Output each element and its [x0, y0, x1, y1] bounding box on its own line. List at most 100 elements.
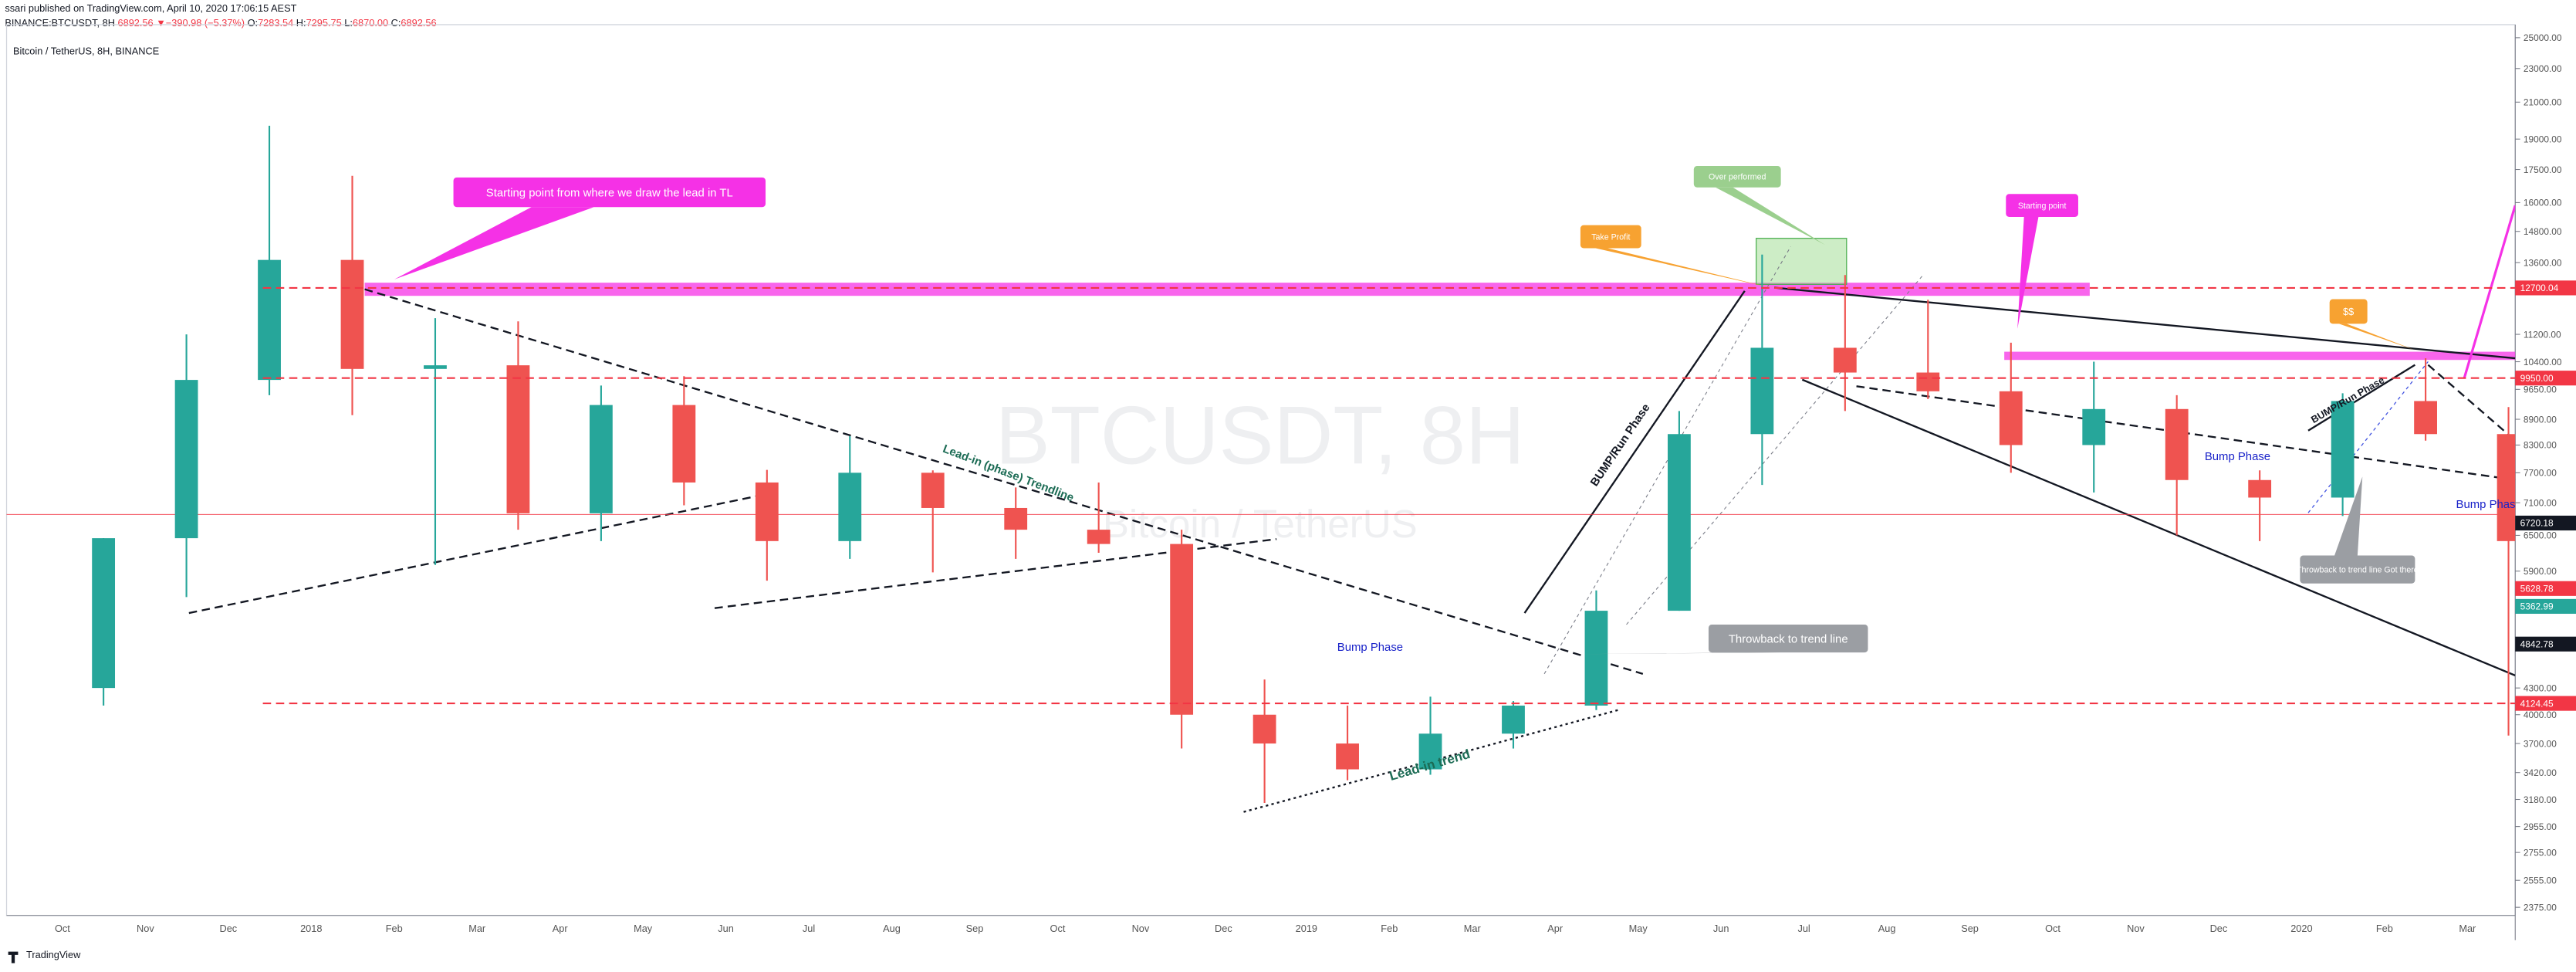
candle-body	[672, 405, 696, 483]
price-label: 9950.00	[2520, 373, 2554, 384]
callout-box	[453, 177, 766, 208]
price-label: 4842.78	[2520, 639, 2554, 650]
ohlc-label: O:	[248, 17, 258, 29]
candle-body	[2165, 408, 2189, 480]
callout-text: Starting point from where we draw the le…	[486, 187, 733, 199]
drawings	[6, 205, 2516, 813]
y-tick-label: 13600.00	[2524, 257, 2562, 268]
y-tick-label: 9650.00	[2524, 384, 2557, 395]
symbol-header: BINANCE:BTCUSDT, 8H 6892.56 ▼−390.98 (−5…	[5, 17, 436, 29]
candle-body	[2497, 434, 2516, 541]
watermark-symbol: BTCUSDT, 8H	[996, 389, 1525, 481]
x-tick-label: Dec	[2210, 923, 2228, 934]
y-tick-label: 7700.00	[2524, 468, 2557, 479]
last-price: 6892.56	[118, 17, 154, 29]
x-tick-label: May	[1629, 923, 1648, 934]
y-tick-label: 8900.00	[2524, 414, 2557, 425]
candle-body	[1750, 347, 1774, 435]
callout-text: Take Profit	[1591, 232, 1630, 242]
y-tick-label: 11200.00	[2524, 329, 2561, 340]
callout-box	[1708, 624, 1868, 653]
x-tick-label: 2018	[300, 923, 322, 934]
ohlc-label: H:	[296, 17, 306, 29]
trend-line	[714, 538, 1277, 609]
candle-body	[2331, 401, 2355, 498]
candle-body	[1336, 743, 1359, 770]
annotation-text: Bump Phase	[2456, 499, 2522, 511]
candle-body	[1668, 434, 1691, 611]
watermark-description: Bitcoin / TetherUS	[1103, 502, 1418, 546]
x-tick-label: Jun	[1713, 923, 1729, 934]
price-label-box	[2515, 280, 2576, 296]
x-tick-label: Dec	[219, 923, 237, 934]
candle-body	[1999, 391, 2023, 445]
candle-body	[2414, 401, 2437, 435]
trend-line	[1243, 709, 1619, 813]
x-tick-label: Feb	[1381, 923, 1398, 934]
x-tick-label: Sep	[966, 923, 984, 934]
callout-box	[2329, 299, 2368, 324]
price-label-box	[2515, 371, 2576, 386]
y-tick-label: 7100.00	[2524, 497, 2557, 508]
author-line: ssari published on TradingView.com, Apri…	[5, 2, 296, 14]
callout-box	[1580, 225, 1641, 249]
candle-body	[921, 472, 945, 508]
x-tick-label: Feb	[386, 923, 403, 934]
callout-text: Over performed	[1709, 173, 1766, 182]
candle-body	[1584, 611, 1608, 706]
callout-text: $$	[2343, 306, 2354, 317]
ohlc-label: C:	[391, 17, 401, 29]
channel-line	[2307, 361, 2429, 513]
trend-line	[2427, 364, 2516, 442]
y-tick-label: 21000.00	[2524, 97, 2562, 108]
resistance-zone	[2004, 351, 2516, 361]
axes: 25000.00 23000.00 21000.00 19000.00 17500.00…	[55, 32, 2576, 934]
x-tick-label: Sep	[1961, 923, 1979, 934]
ohlc-value: 7295.75	[306, 17, 342, 29]
symbol-line: BINANCE:BTCUSDT, 8H 6892.56 ▼−390.98 (−5…	[5, 17, 436, 29]
candle-body	[2082, 408, 2106, 445]
x-tick-label: Nov	[1132, 923, 1150, 934]
x-tick-label: Jun	[718, 923, 734, 934]
candle-body	[589, 405, 613, 513]
y-tick-label: 19000.00	[2524, 134, 2562, 144]
y-tick-label: 6500.00	[2524, 530, 2557, 541]
y-tick-label: 10400.00	[2524, 357, 2562, 367]
x-tick-label: Mar	[468, 923, 486, 934]
x-tick-label: Jul	[803, 923, 815, 934]
callout-pointer	[2338, 323, 2415, 351]
x-tick-label: May	[634, 923, 653, 934]
x-tick-label: Apr	[553, 923, 569, 934]
price-label-box	[2515, 581, 2576, 596]
candle-body	[838, 472, 862, 541]
y-tick-label: 14800.00	[2524, 226, 2562, 237]
callout-text: Throwback to trend line Got there	[2297, 565, 2419, 574]
footer-brand: TradingView	[26, 949, 81, 960]
price-label: 4124.45	[2520, 698, 2554, 709]
x-tick-label: Dec	[1215, 923, 1232, 934]
annotation-text: Bump Phase	[2205, 451, 2270, 463]
x-tick-label: Oct	[1050, 923, 1066, 934]
trend-line	[188, 495, 756, 615]
x-tick-label: Aug	[1878, 923, 1896, 934]
trend-line	[2307, 364, 2415, 432]
price-label-box	[2515, 636, 2576, 652]
callout-pointer	[2017, 217, 2039, 329]
ohlc-label: L:	[344, 17, 353, 29]
y-tick-label: 17500.00	[2524, 164, 2562, 175]
candle-body	[258, 259, 281, 381]
target-box	[1756, 238, 1847, 285]
price-label: 5628.78	[2520, 584, 2554, 594]
symbol: BINANCE:BTCUSDT, 8H	[5, 17, 115, 29]
x-tick-label: Nov	[2127, 923, 2145, 934]
candle-body	[1502, 705, 1525, 734]
candle-body	[2248, 479, 2272, 498]
candle-body	[1170, 544, 1194, 715]
y-tick-label: 8300.00	[2524, 440, 2557, 451]
candle-body	[1004, 507, 1028, 530]
candle-body	[92, 538, 116, 689]
x-tick-label: 2019	[1296, 923, 1317, 934]
candle-body	[174, 380, 198, 539]
x-tick-label: Oct	[55, 923, 70, 934]
